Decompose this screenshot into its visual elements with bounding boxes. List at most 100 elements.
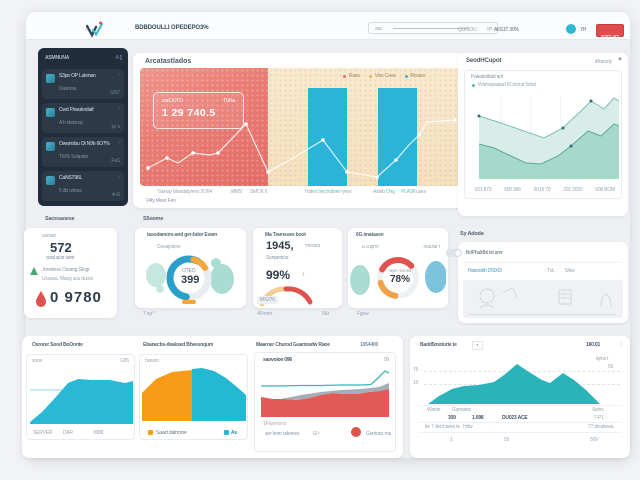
kebab-menu-icon[interactable]: ⋮ (618, 342, 624, 348)
conversion-footer-right: 5&t (322, 311, 329, 317)
chart4-value: 160.01 (586, 342, 601, 348)
trend-note-right: 77 drsslwwa (588, 424, 614, 430)
sidebar-item-1-title: S3po OP Lukman (59, 73, 96, 79)
chart2-legend-swatch-2 (224, 430, 229, 435)
admin-toggle[interactable] (446, 249, 462, 257)
stats-card-big-value: 0 9780 (50, 289, 102, 306)
chart2-legend-2: As (231, 430, 237, 436)
conversion-sub: Sonpenrce (266, 255, 289, 261)
trend-note-mid: Hdw (463, 424, 473, 430)
sidebar-item-4[interactable]: CaNST96L 5 db rwboa › 4nS (42, 171, 124, 201)
search-input[interactable]: ara on (368, 22, 498, 34)
snapshot-panel: Pakartstbdd ant Wamapaatad 6Cdvmd 5dod 8… (464, 70, 622, 199)
chart4-sub-right: lqms t (596, 356, 609, 362)
snapshot-x-label-2: 500 896 (504, 187, 521, 193)
donut-card-footer: Fgew (357, 311, 369, 317)
trend-stat-1: 309 (448, 415, 456, 421)
analytics-x-label-5: Asteb Ong (373, 189, 395, 195)
cta-button[interactable]: amm-am (596, 24, 624, 40)
analytics-x-label-3: SMCK 6 (250, 189, 268, 195)
chevron-right-icon: › (118, 174, 121, 180)
chart3-header-value: 1054400 (360, 342, 379, 348)
trend-note-left: ke 7 dent awre te (425, 424, 460, 430)
analytics-x-label-2: MMS (231, 189, 243, 195)
chart1-area-chart (30, 379, 133, 424)
donut-center-value: 78% (390, 274, 411, 285)
navbar-menu-item-2[interactable]: A6S1T 30% (494, 27, 519, 33)
search-line (393, 28, 469, 29)
sidebar-item-2-title: Cwd Fhwukndatf (59, 107, 94, 113)
trend-stat-3: DU023 ACE (502, 415, 528, 421)
gauge-card-label: Gesajndew (157, 244, 181, 250)
stat-unit: TUKa (223, 98, 235, 104)
analytics-title: Arcatastlados (145, 58, 192, 65)
snapshot-title: SeodHCupot (466, 58, 502, 64)
snapshot-dropdown[interactable]: rBtaredy (594, 59, 613, 65)
chart1-label: sone (32, 358, 43, 364)
sidebar-item-3-badge: FaS (111, 158, 120, 164)
trend-divider-2 (418, 422, 622, 423)
stats-card-value: 572 (50, 240, 72, 255)
top-navbar (26, 12, 630, 40)
sidebar-item-4-badge: 4nS (111, 192, 121, 198)
snapshot-x-label-5: 508 BOM (595, 187, 615, 193)
user-label: 7H (580, 27, 586, 33)
cta-label: amm-am (600, 34, 620, 40)
stats-card-label: saman (42, 233, 57, 239)
conversion-value-2-note: t (303, 272, 305, 278)
chart3-panel: saovoioe 096 06 1Paserions ser hem oders… (254, 352, 396, 452)
chart3-foot-2: ser hem oderses (265, 431, 300, 437)
gauge-card-header: tasodamors-and ger-bdor Evam (147, 232, 217, 238)
avatar[interactable] (566, 24, 576, 34)
analytics-chart-red-region (140, 68, 268, 186)
chart2-panel: hsasm Sawd datrrcine As (139, 354, 248, 440)
conversion-arc-chart (259, 286, 313, 307)
sidebar-header-action[interactable]: A [] (115, 55, 123, 61)
chart1-x-label-3: 3088 (93, 430, 104, 436)
snapshot-card: SeodHCupot rBtaredy ▼ Pakartstbdd ant Wa… (458, 53, 628, 216)
navbar-menu-item-1[interactable]: QU/SOU (458, 27, 477, 33)
admin-section-header: Sy Adoda (460, 231, 484, 237)
toggle-knob (455, 250, 461, 256)
donut-label-left: a cuqrm (362, 244, 379, 250)
chevron-right-icon: › (118, 140, 121, 146)
trend-divider-3 (418, 432, 622, 433)
chevron-down-icon[interactable]: ▼ (617, 57, 623, 63)
brand-logo-icon (86, 21, 103, 38)
search-suffix-label: on (486, 26, 492, 32)
sidebar-item-2-icon (46, 108, 55, 117)
donut-card: 6G imatasen a cuqrm reactar t wwr rcsoss… (348, 228, 448, 308)
donut-center-label: wwr rcsoss (389, 268, 412, 273)
sidebar-item-3[interactable]: Owwnsbu Ot N9h 6O7% Tr9% Svbpder › FaS (42, 137, 124, 167)
sidebar-item-1-icon (46, 74, 55, 83)
gauge-chart (146, 255, 234, 304)
chart4-dropdown[interactable]: ▾ (472, 341, 483, 350)
stats-section-header: Sacesaoese (45, 216, 75, 222)
admin-row-2-link[interactable]: Hasoobh D5009 (468, 268, 502, 274)
sketch-baseline (469, 314, 615, 315)
conversion-pill: MX276 (257, 296, 278, 304)
snapshot-x-label-3: 5019 70 (533, 187, 551, 193)
analytics-x-label-4: Hafes becosdoen yess (305, 189, 352, 195)
sidebar-item-4-title: CaNST96L (59, 175, 83, 181)
stats-card-note-1: Jmertese Ovamg Gingr (42, 267, 90, 273)
conversion-footer-left: 4Frnmr (257, 311, 272, 317)
trend-tick-2: 50 (504, 437, 510, 443)
sidebar-item-2[interactable]: Cwd Fhwukndatf A h dwtsrup › tyr s (42, 103, 124, 133)
chart3-legend-dot (351, 427, 361, 437)
sidebar-item-1[interactable]: S3po OP Lukman Dasresa › GN7 (42, 69, 124, 99)
admin-row-2-col-2: 5/loe (565, 268, 575, 274)
sidebar-header: ASMNUNA (45, 55, 70, 61)
gauge-center-value: 399 (181, 274, 200, 286)
sidebar-item-3-subtitle: Tr9% Svbpder (59, 154, 89, 160)
chart3-label: saovoioe 096 (263, 357, 293, 363)
chart3-legend: Gontoris ma (366, 431, 392, 437)
sidebar-item-4-subtitle: 5 db rwboa (59, 188, 82, 194)
chevron-right-icon: › (118, 72, 121, 78)
legend-dot-1 (343, 74, 346, 78)
brand-name: BDBDOULLI OPEDEPO3% (135, 25, 209, 31)
trend-col-2: Gamates (452, 407, 471, 413)
chart4-y-label-3: 50 (608, 364, 614, 370)
chart4-header: Badd5moturte te (420, 342, 457, 348)
